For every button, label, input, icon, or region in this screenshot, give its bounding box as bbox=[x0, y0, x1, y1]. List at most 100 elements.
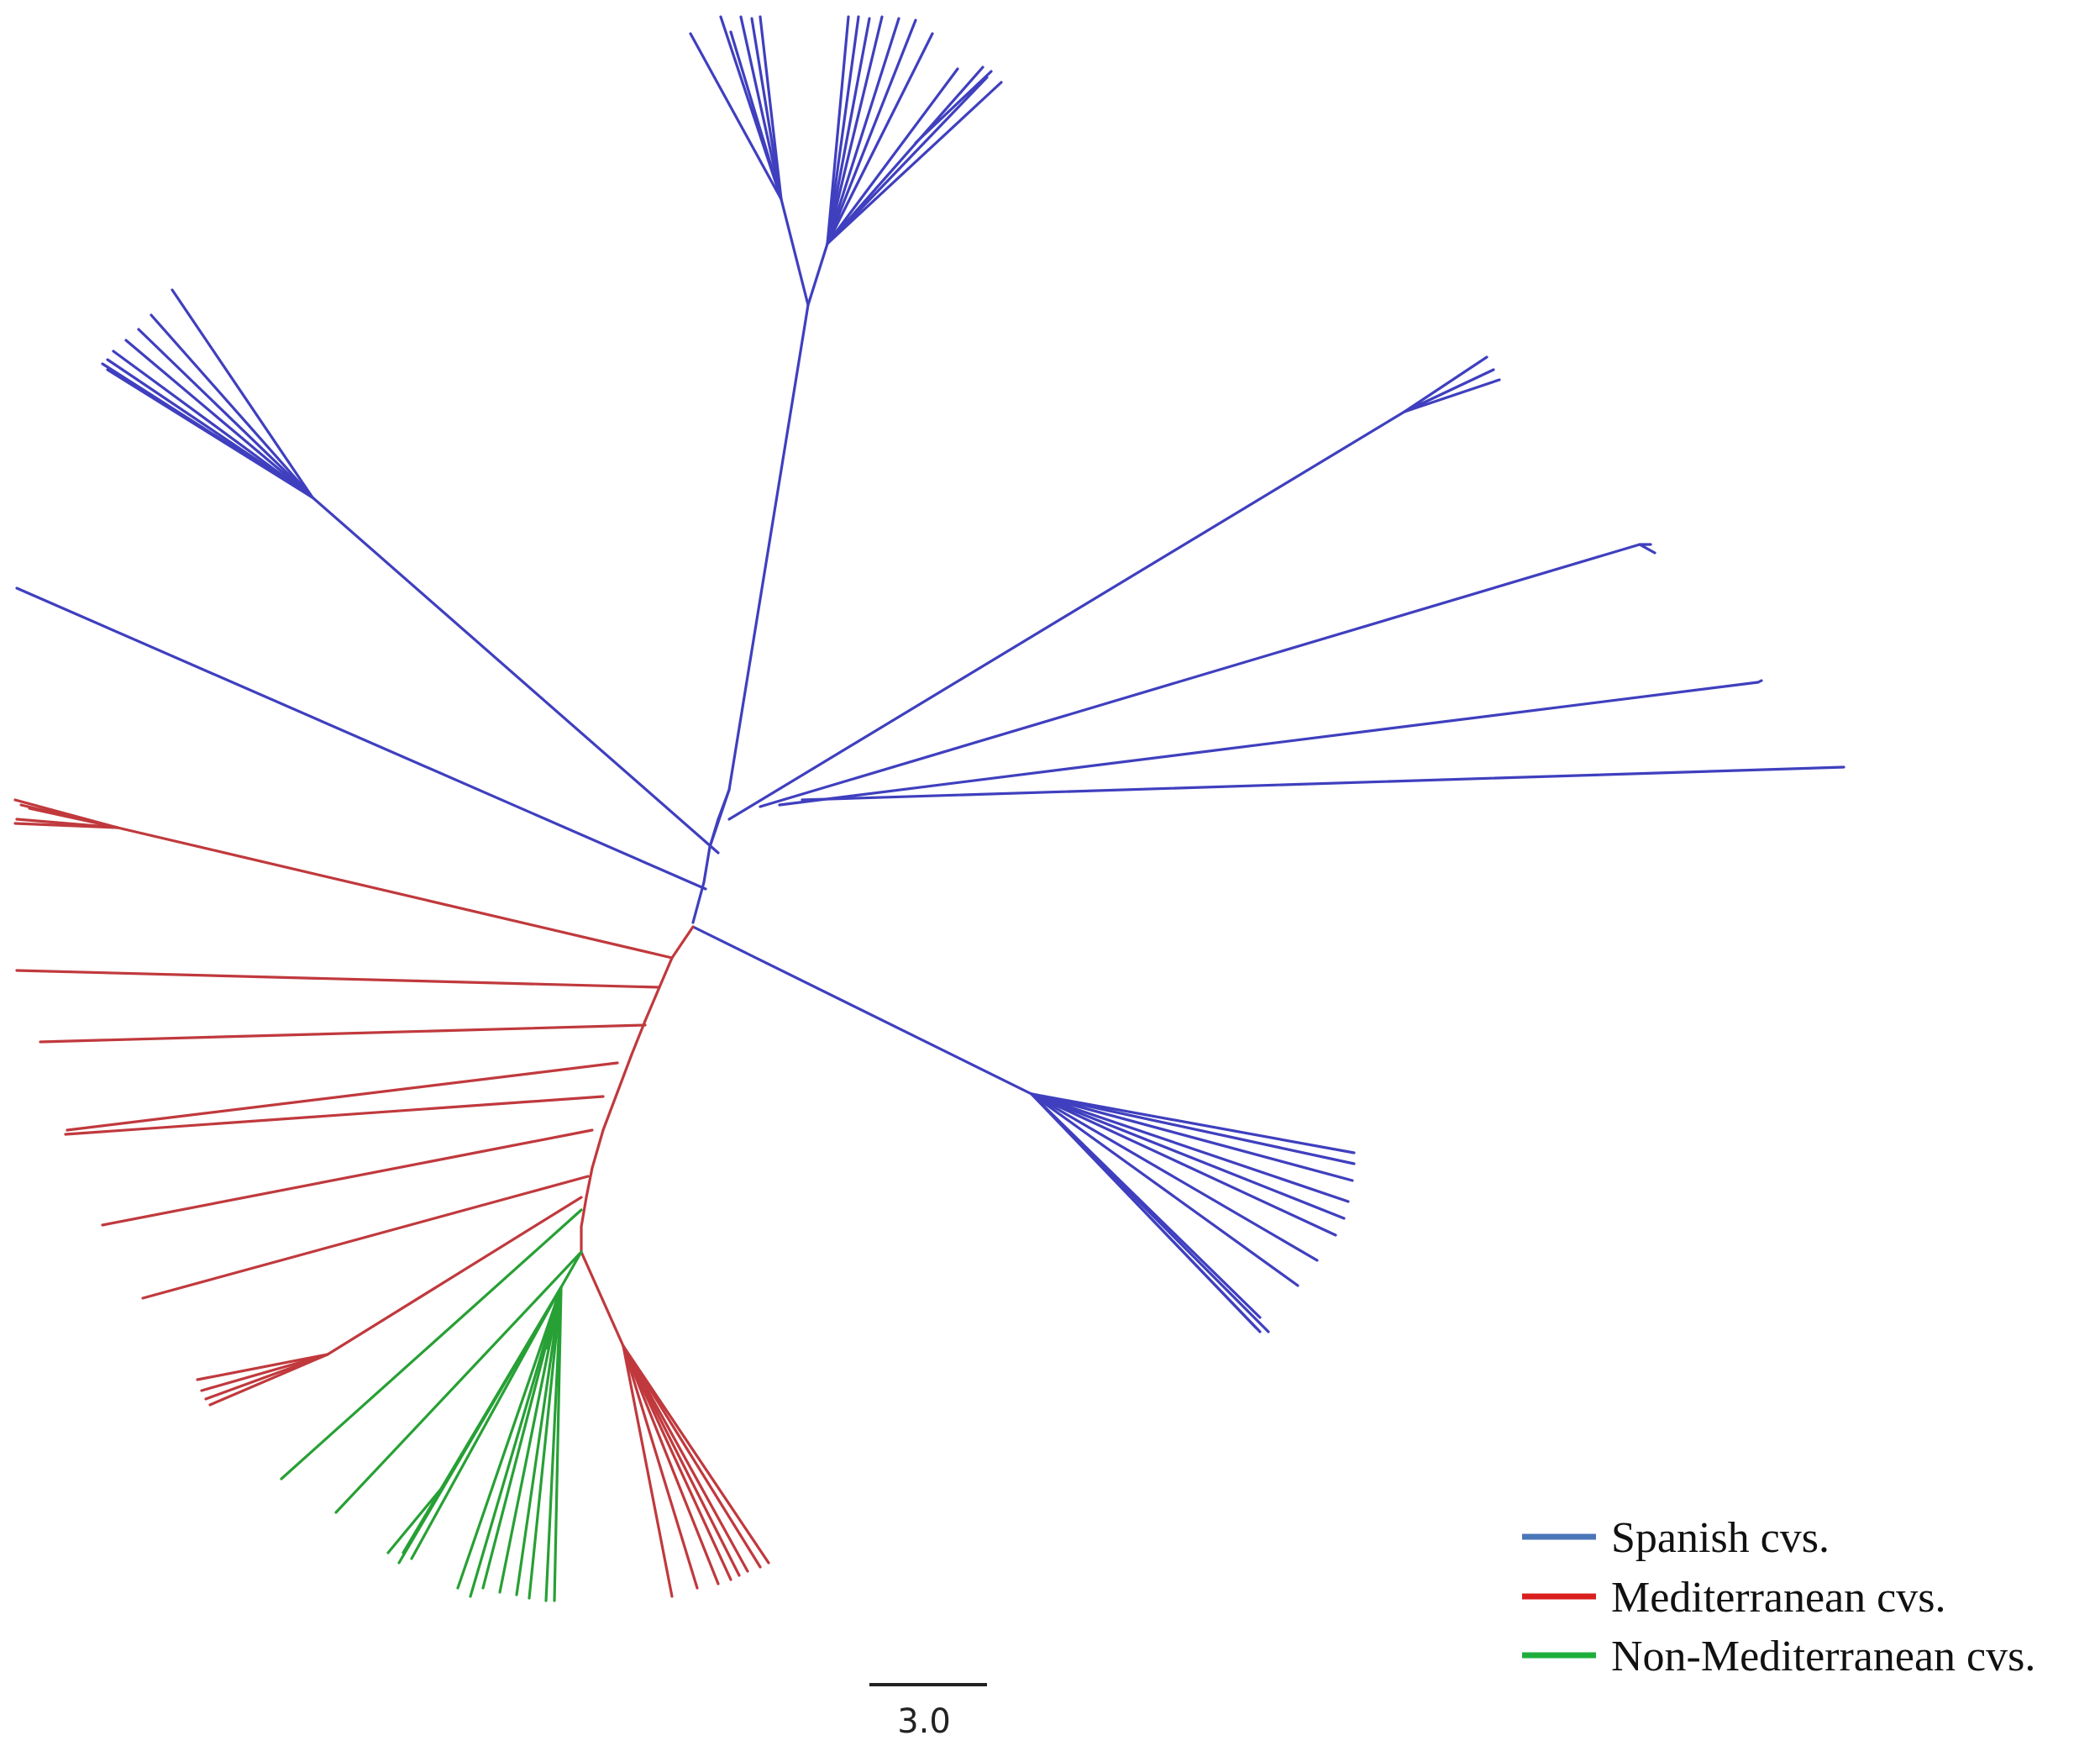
tree-branch bbox=[826, 17, 871, 245]
tree-branches bbox=[13, 15, 1845, 1602]
tree-branch bbox=[727, 410, 1406, 821]
tree-branch bbox=[826, 17, 900, 245]
legend-label-spanish: Spanish cvs. bbox=[1611, 1514, 1830, 1562]
tree-branch bbox=[622, 1344, 720, 1586]
tree-branch bbox=[689, 32, 783, 201]
tree-branch bbox=[546, 1286, 563, 1350]
tree-branch bbox=[334, 1250, 583, 1514]
tree-branch bbox=[528, 1286, 563, 1600]
tree-branch bbox=[101, 1128, 594, 1227]
tree-branch bbox=[1030, 1092, 1299, 1287]
tree-branch bbox=[622, 1344, 749, 1573]
tree-branch bbox=[196, 1353, 329, 1381]
tree-branch bbox=[15, 969, 661, 989]
scale-bar: 3.0 bbox=[869, 1683, 987, 1741]
tree-branch bbox=[670, 925, 695, 960]
scale-bar-label: 3.0 bbox=[897, 1702, 951, 1741]
tree-branch bbox=[826, 15, 860, 245]
tree-branch bbox=[311, 496, 720, 855]
tree-branch bbox=[124, 339, 314, 499]
tree-branch bbox=[544, 1286, 563, 1602]
tree-branch bbox=[1030, 1092, 1356, 1165]
tree-branch bbox=[622, 1344, 674, 1598]
tree-branch bbox=[1030, 1092, 1257, 1329]
tree-branch bbox=[591, 1128, 605, 1170]
tree-branch bbox=[439, 1286, 563, 1491]
tree-branch bbox=[326, 1196, 583, 1356]
tree-branch bbox=[13, 822, 119, 829]
tree-branch bbox=[622, 1344, 770, 1565]
tree-branch bbox=[622, 1344, 741, 1577]
tree-branch bbox=[1403, 355, 1488, 413]
tree-branch bbox=[601, 1091, 619, 1132]
legend: Spanish cvs. Mediterranean cvs. Non-Medi… bbox=[1522, 1514, 2035, 1680]
tree-branch bbox=[200, 1353, 329, 1392]
tree-branch bbox=[826, 18, 917, 245]
tree-branch bbox=[914, 70, 993, 145]
tree-branch bbox=[410, 1286, 563, 1560]
tree-branch bbox=[456, 1286, 563, 1590]
tree-branch bbox=[39, 1023, 647, 1044]
tree-branch bbox=[826, 15, 884, 245]
tree-branch bbox=[1030, 1092, 1356, 1154]
tree-branch bbox=[515, 1286, 563, 1596]
tree-branch bbox=[469, 1286, 563, 1598]
tree-branch bbox=[826, 32, 934, 245]
tree-branch bbox=[622, 1344, 762, 1569]
tree-branch bbox=[1030, 1092, 1337, 1237]
tree-branch bbox=[1030, 1092, 1319, 1262]
tree-branch bbox=[1030, 1092, 1262, 1319]
tree-branch bbox=[137, 328, 314, 499]
tree-branch bbox=[622, 1344, 732, 1581]
tree-branch bbox=[1030, 1092, 1354, 1182]
tree-branch bbox=[691, 925, 1033, 1096]
tree-branch bbox=[826, 81, 1003, 245]
tree-branch bbox=[759, 15, 783, 201]
tree-branch bbox=[112, 350, 314, 499]
tree-branch bbox=[150, 313, 314, 499]
tree-branch bbox=[826, 76, 989, 245]
tree-branch bbox=[208, 1353, 329, 1407]
tree-branch bbox=[280, 1208, 583, 1480]
tree-branch bbox=[826, 66, 984, 245]
legend-label-non-mediterranean: Non-Mediterranean cvs. bbox=[1611, 1633, 2035, 1680]
tree-branch bbox=[826, 67, 959, 245]
tree-branch bbox=[386, 1487, 443, 1554]
tree-branch bbox=[616, 1053, 633, 1094]
tree-branch bbox=[622, 1344, 699, 1590]
tree-branch bbox=[658, 956, 674, 989]
tree-branch bbox=[1403, 378, 1501, 413]
tree-branch bbox=[580, 1250, 625, 1348]
tree-branch bbox=[806, 242, 829, 307]
tree-branch bbox=[141, 1175, 590, 1300]
tree-branch bbox=[28, 807, 119, 829]
tree-branch bbox=[553, 1286, 563, 1602]
tree-branch bbox=[580, 1196, 588, 1228]
tree-branch bbox=[1030, 1092, 1346, 1220]
tree-branch bbox=[106, 368, 314, 499]
tree-branch bbox=[116, 826, 674, 960]
tree-branch bbox=[826, 15, 850, 245]
tree-branch bbox=[801, 765, 1845, 802]
tree-branch bbox=[691, 881, 706, 924]
tree-branch bbox=[750, 17, 783, 201]
tree-branch bbox=[559, 1250, 583, 1289]
tree-branch bbox=[15, 586, 707, 891]
tree-branch bbox=[780, 197, 810, 307]
tree-branch bbox=[585, 1166, 594, 1199]
tree-branch bbox=[171, 288, 314, 499]
tree-branch bbox=[778, 681, 1760, 807]
tree-branch bbox=[1403, 368, 1495, 413]
tree-branch bbox=[64, 1095, 605, 1136]
tree-branch bbox=[727, 303, 810, 791]
tree-branch bbox=[708, 788, 731, 849]
tree-branch bbox=[739, 15, 783, 201]
tree-branch bbox=[1756, 679, 1763, 684]
tree-branch bbox=[702, 845, 711, 884]
tree-branch bbox=[729, 30, 783, 201]
tree-branch bbox=[759, 543, 1641, 808]
legend-label-mediterranean: Mediterranean cvs. bbox=[1611, 1574, 1945, 1622]
tree-branch bbox=[66, 1061, 619, 1132]
tree-branch bbox=[481, 1286, 563, 1590]
